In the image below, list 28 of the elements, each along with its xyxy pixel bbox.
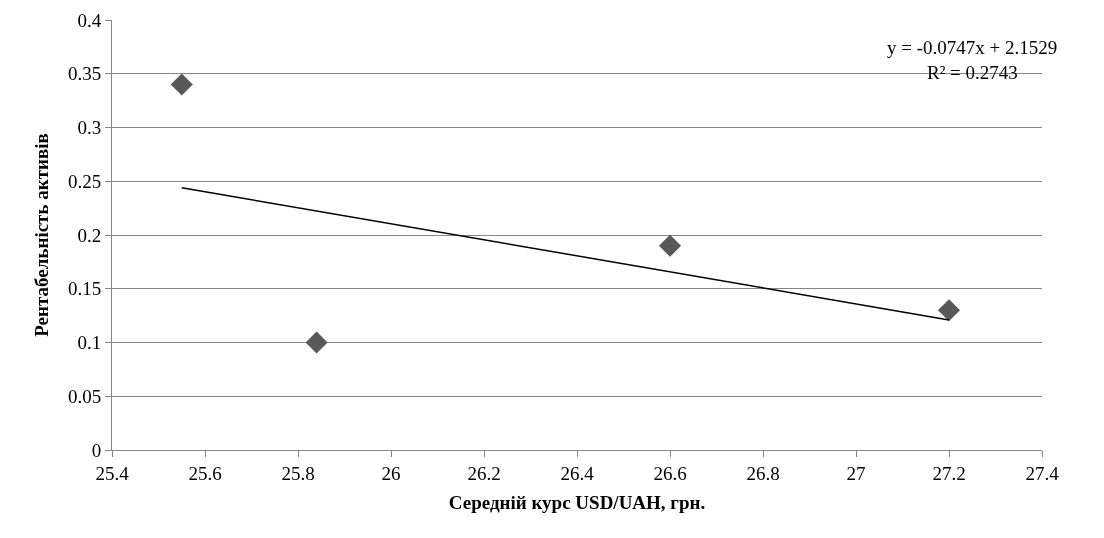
x-tick-label: 26 bbox=[381, 462, 401, 484]
x-axis-title: Середній курс USD/UAH, грн. bbox=[448, 491, 706, 513]
y-tick-label: 0.35 bbox=[67, 63, 102, 85]
point bbox=[305, 331, 328, 354]
x-tick-label: 25.8 bbox=[281, 462, 315, 484]
x-tick-label: 26.8 bbox=[746, 462, 780, 484]
point bbox=[937, 299, 961, 322]
y-tick-label: 0.15 bbox=[67, 278, 102, 300]
x-tick-label: 27.2 bbox=[932, 462, 966, 484]
y-tick-label: 0.25 bbox=[67, 170, 102, 192]
point bbox=[170, 73, 193, 96]
y-tick-label: 0.3 bbox=[77, 117, 102, 139]
annotation: y = -0.0747x + 2.1529 bbox=[887, 37, 1058, 58]
x-tick-label: 27.4 bbox=[1025, 462, 1060, 484]
x-tick-label: 25.6 bbox=[188, 462, 222, 484]
x-tick-label: 25.4 bbox=[95, 462, 130, 484]
y-tick-label: 0.1 bbox=[77, 332, 102, 354]
x-tick-label: 26.4 bbox=[560, 462, 595, 484]
y-axis-title: Рентабельність активів bbox=[30, 133, 52, 337]
y-tick-label: 0 bbox=[91, 439, 102, 461]
y-tick-label: 0.05 bbox=[67, 385, 102, 407]
x-tick-label: 26.6 bbox=[653, 462, 687, 484]
point bbox=[658, 234, 682, 257]
x-tick-label: 27 bbox=[846, 462, 866, 484]
x-tick-label: 26.2 bbox=[467, 462, 501, 484]
y-tick-label: 0.4 bbox=[77, 9, 102, 31]
y-tick-label: 0.2 bbox=[77, 224, 102, 246]
annotation: R² = 0.2743 bbox=[927, 62, 1018, 83]
